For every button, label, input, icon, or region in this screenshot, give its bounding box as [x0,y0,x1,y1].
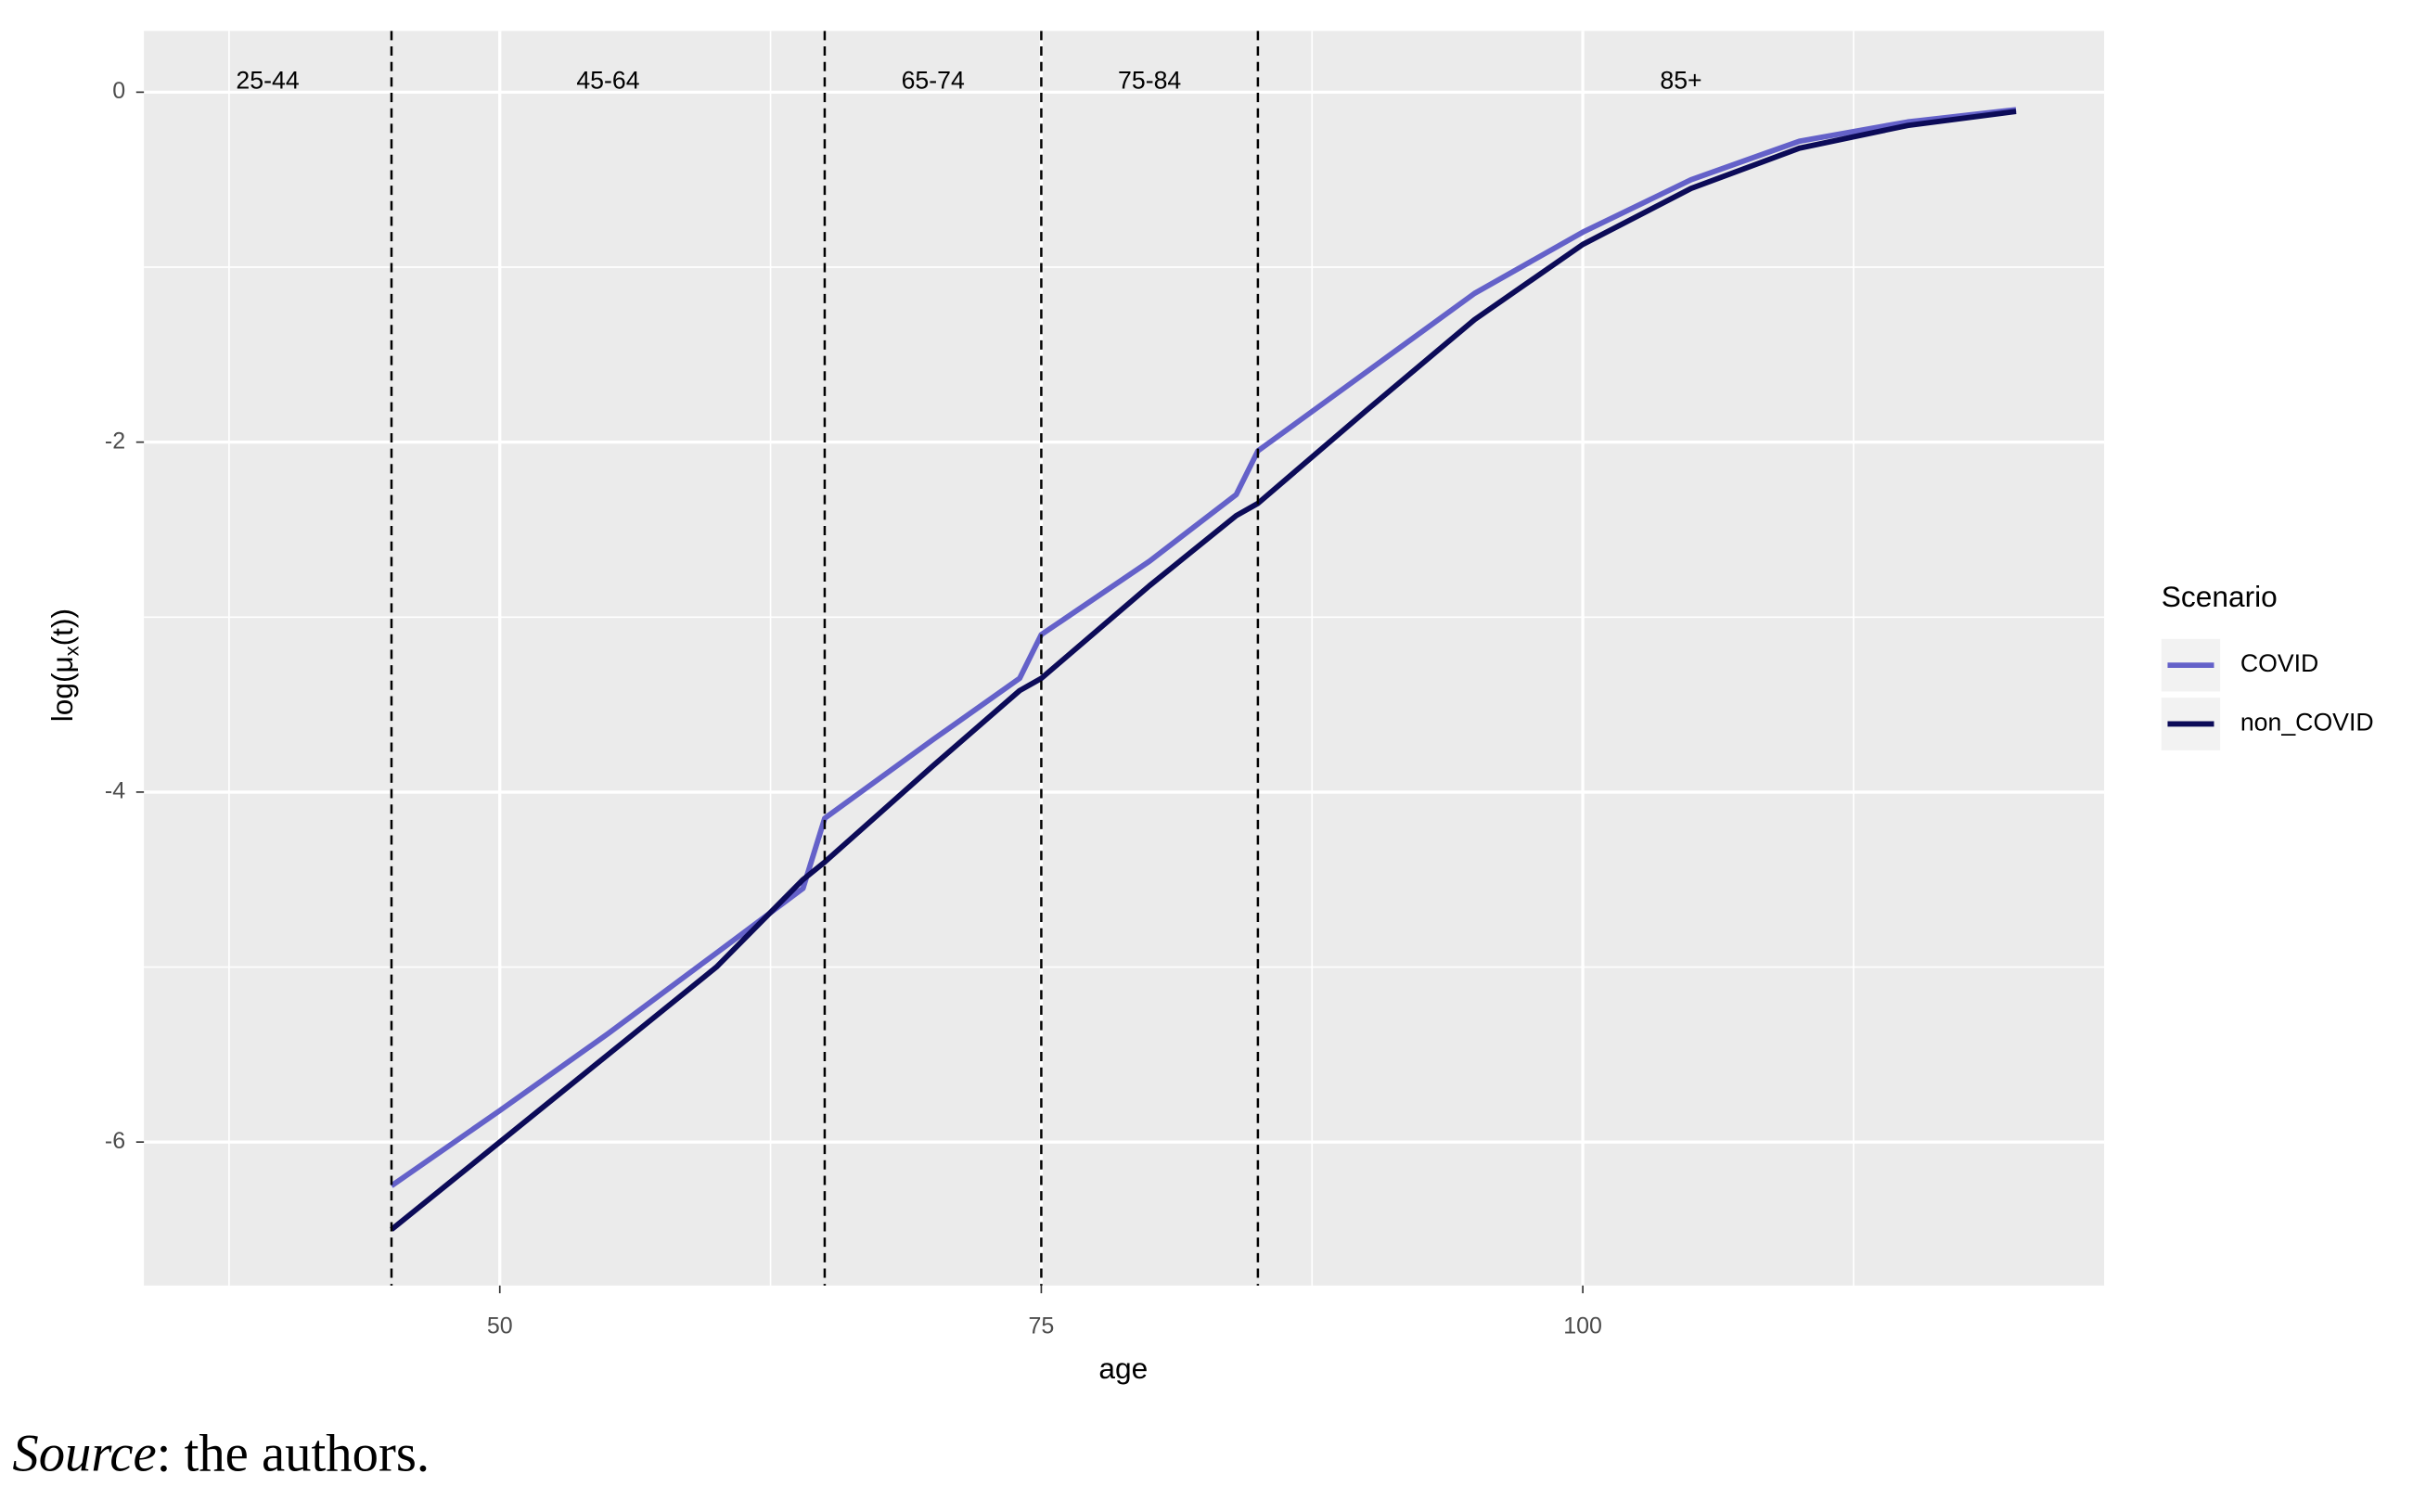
y-axis-title: log(μx(t)) [45,609,83,722]
x-tick-label: 100 [1563,1313,1602,1339]
group-label: 65-74 [902,66,965,94]
panel-background [144,31,2105,1286]
legend-title: Scenario [2162,580,2278,613]
caption-italic: Source [12,1425,156,1483]
series-line [390,109,2017,1232]
legend-label: non_COVID [2240,709,2374,737]
y-tick-label: -6 [105,1128,125,1154]
series-line [390,107,2017,1188]
group-label: 75-84 [1118,66,1181,94]
legend-label: COVID [2240,649,2318,677]
y-tick-label: 0 [112,78,125,104]
x-tick-label: 50 [487,1313,513,1339]
x-axis-title: age [1098,1352,1148,1385]
group-label: 85+ [1660,66,1701,94]
x-tick-label: 75 [1029,1313,1055,1339]
y-title-sub: x [59,646,83,656]
y-title-part: (t)) [45,609,79,646]
group-label: 25-44 [236,66,299,94]
y-tick-label: -2 [105,428,125,454]
group-label: 45-64 [576,66,639,94]
caption: Source: the authors. [12,1425,430,1483]
caption-rest: : the authors. [157,1425,430,1483]
y-tick-label: -4 [105,778,125,804]
y-title-part: log(μ [45,656,79,722]
